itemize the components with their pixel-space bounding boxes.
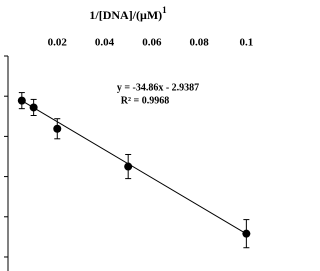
x-tick-label: 0.04 [95, 37, 115, 49]
x-tick-label: 0.1 [239, 37, 253, 49]
x-tick-label: 0.06 [142, 37, 162, 49]
point [242, 229, 251, 238]
point [124, 162, 133, 171]
point [53, 124, 62, 133]
x-axis-label-text: 1/[DNA]/(μM) [89, 8, 162, 22]
x-tick-label: 0.02 [48, 37, 68, 49]
trendline [21, 100, 247, 235]
equation: y = -34.86x - 2.9387 [117, 82, 199, 93]
point [29, 103, 38, 112]
x-axis-label-superscript: 1 [162, 5, 167, 15]
chart: 1/[DNA]/(μM)1 y = -34.86x - 2.9387 R² = … [4, 5, 253, 271]
x-tick-label: 0.08 [189, 37, 209, 49]
x-axis-label: 1/[DNA]/(μM)1 [89, 5, 167, 22]
r-squared: R² = 0.9968 [121, 95, 169, 106]
point [17, 96, 26, 105]
